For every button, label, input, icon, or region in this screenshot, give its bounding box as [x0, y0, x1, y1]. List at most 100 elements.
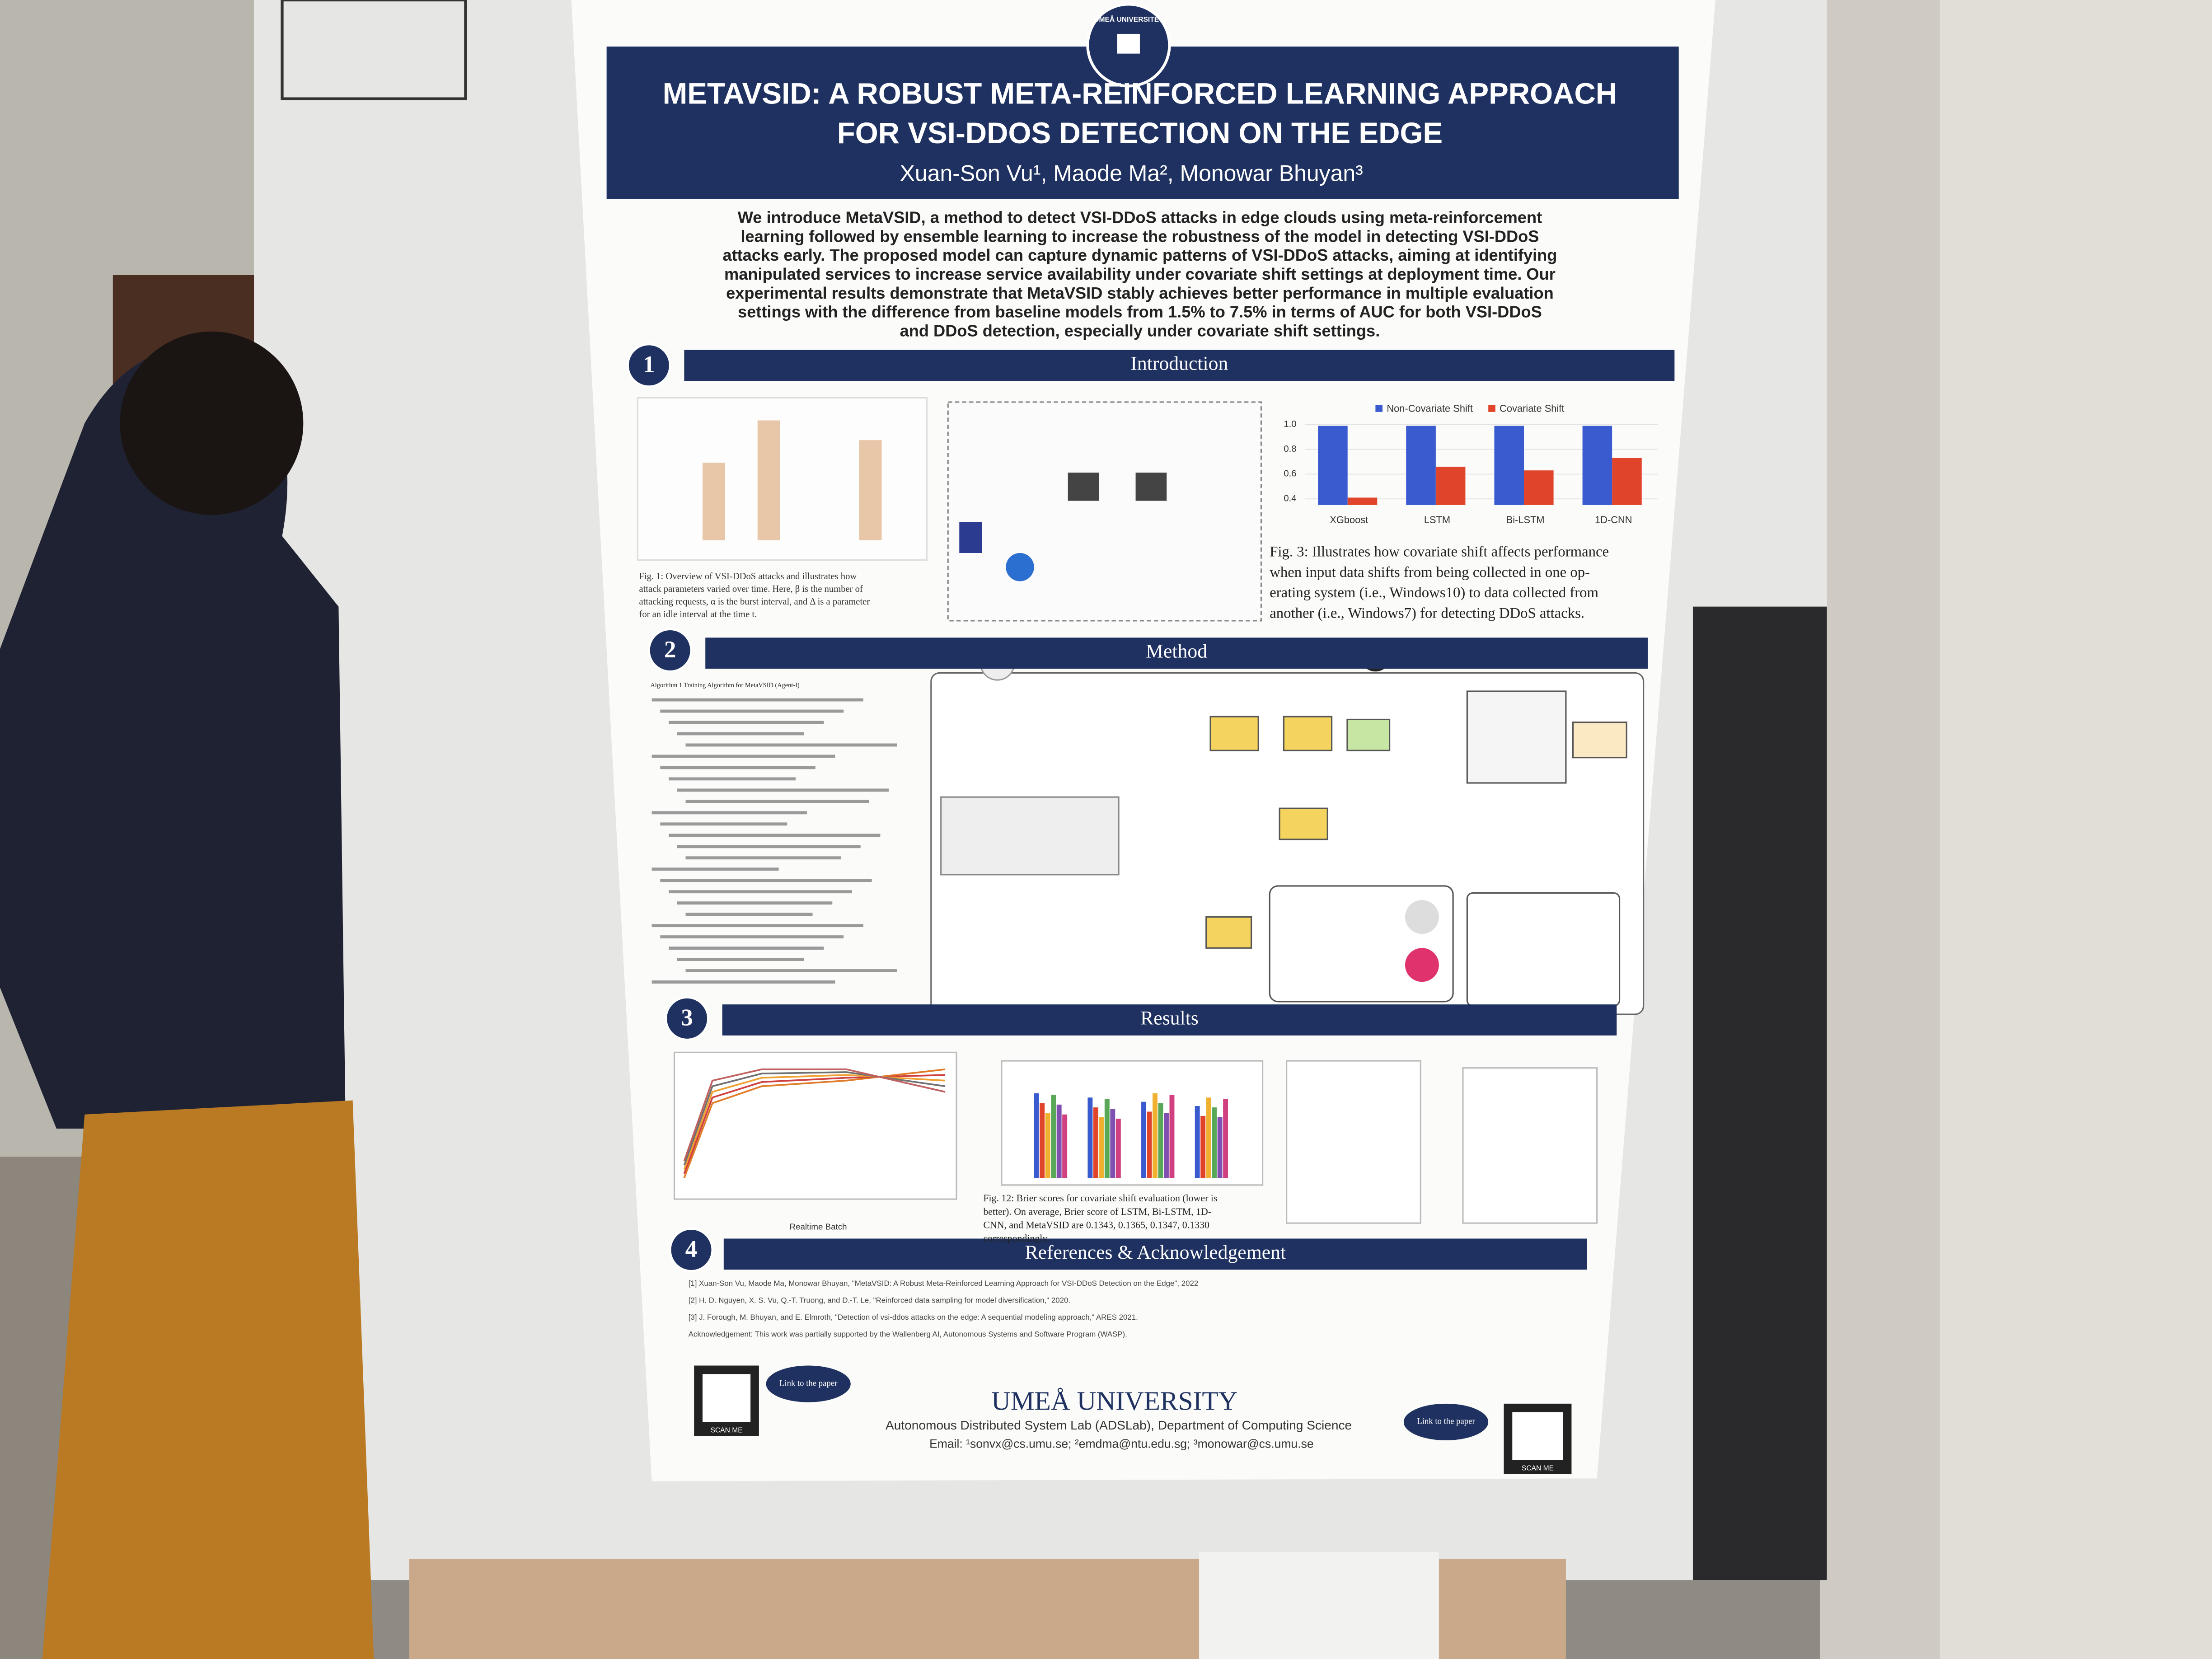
brier-bar	[1034, 1093, 1039, 1178]
diagram-box	[1346, 718, 1391, 751]
scan-me: SCAN ME	[710, 1426, 742, 1434]
x-axis-label: Realtime Batch	[790, 1222, 847, 1231]
section-badge	[669, 1228, 714, 1272]
figure-caption: correspondingly.	[983, 1233, 1049, 1244]
university: UMEÅ UNIVERSITY	[991, 1386, 1237, 1415]
algorithm-line	[651, 980, 835, 984]
brier-bar	[1147, 1111, 1152, 1178]
brier-bar	[1164, 1113, 1169, 1178]
brier-bar	[1056, 1104, 1062, 1178]
link-label: Link to the paper	[1417, 1417, 1475, 1426]
abstract-line: and DDoS detection, especially under cov…	[900, 322, 1380, 340]
bar	[1524, 470, 1554, 505]
algorithm-line	[685, 743, 897, 747]
algorithm-line	[685, 969, 897, 972]
x-tick-label: XGboost	[1330, 514, 1368, 525]
brier-bar	[1206, 1097, 1211, 1178]
section-badge	[647, 628, 693, 673]
algorithm-line	[685, 856, 841, 860]
algorithm-line	[651, 867, 779, 871]
figure-caption: better). On average, Brier score of LSTM…	[983, 1206, 1211, 1217]
brier-bar	[1169, 1095, 1175, 1178]
figure-1-burst	[702, 463, 725, 540]
diagram-box	[1209, 716, 1259, 751]
abstract-line: manipulated services to increase service…	[724, 265, 1556, 283]
algorithm-line	[677, 732, 804, 736]
multi-learners	[1466, 690, 1567, 784]
brier-bar	[1093, 1107, 1098, 1178]
algorithm-line	[651, 698, 863, 702]
board-frame	[1692, 606, 1827, 1580]
algorithm-line	[677, 958, 804, 961]
link-bubble	[766, 1365, 851, 1402]
brier-bar	[1200, 1115, 1206, 1178]
diagram-server	[959, 522, 982, 553]
figure-caption: Fig. 3: Illustrates how covariate shift …	[1270, 544, 1609, 560]
brier-bar	[1040, 1103, 1045, 1178]
section-number: 2	[664, 637, 676, 663]
brier-bar	[1153, 1093, 1158, 1178]
figure-caption: for an idle interval at the time t.	[639, 609, 757, 619]
deployment	[1269, 885, 1454, 1003]
abstract-line: learning followed by ensemble learning t…	[740, 227, 1539, 245]
brier-bar	[1062, 1114, 1068, 1178]
brier-bar	[1104, 1099, 1110, 1178]
algorithm-line	[660, 766, 815, 769]
algorithm-line	[660, 822, 787, 826]
section-bar	[684, 350, 1675, 381]
brier-bar	[1223, 1099, 1228, 1178]
figure-caption: Fig. 1: Overview of VSI-DDoS attacks and…	[639, 572, 857, 581]
realtime-samples	[940, 796, 1120, 876]
paper-bag	[1199, 1551, 1439, 1659]
authors: Xuan-Son Vu¹, Maode Ma², Monowar Bhuyan³	[900, 160, 1363, 186]
bar	[1406, 426, 1436, 505]
email: Email: ¹sonvx@cs.umu.se; ²emdma@ntu.edu.…	[929, 1437, 1314, 1450]
algorithm-title: Algorithm 1 Training Algorithm for MetaV…	[650, 682, 799, 689]
algorithm-line	[677, 845, 861, 848]
bar	[1582, 426, 1612, 505]
scan-me: SCAN ME	[1522, 1465, 1554, 1472]
figure-caption: when input data shifts from being collec…	[1270, 564, 1590, 581]
roc-plot	[673, 1051, 957, 1200]
legend-label: Covariate Shift	[1500, 403, 1564, 414]
policy-update	[1279, 807, 1328, 840]
figure-caption: attacking requests, α is the burst inter…	[639, 597, 870, 607]
reference: [1] Xuan-Son Vu, Maode Ma, Monowar Bhuya…	[689, 1279, 1198, 1288]
brier-bar	[1212, 1107, 1217, 1178]
diagram-router	[1006, 553, 1034, 581]
algorithm-line	[651, 755, 835, 758]
section-number: 4	[685, 1236, 698, 1262]
figure-1	[637, 397, 928, 561]
section-title: Results	[1140, 1008, 1199, 1029]
figure-caption: Fig. 12: Brier scores for covariate shif…	[983, 1193, 1217, 1204]
figure-1-burst	[757, 420, 780, 540]
legitimate-node	[1405, 900, 1439, 934]
brier-bar	[1099, 1117, 1104, 1178]
algorithm-line	[685, 800, 869, 803]
figure-2-diagram	[947, 401, 1262, 622]
y-tick-label: 0.6	[1284, 469, 1296, 479]
person-head	[120, 331, 304, 515]
diagram-node	[1068, 473, 1099, 501]
person-pants	[42, 1100, 374, 1659]
brier-bar	[1141, 1101, 1146, 1178]
reference: [2] H. D. Nguyen, X. S. Vu, Q.-T. Truong…	[689, 1296, 1070, 1304]
abstract-line: We introduce MetaVSID, a method to detec…	[738, 208, 1542, 227]
algorithm-line	[669, 834, 881, 837]
legend-swatch	[1375, 405, 1382, 412]
algorithm-line	[669, 947, 824, 950]
diagram-box	[1205, 916, 1252, 949]
poster-title: FOR VSI-DDOS DETECTION ON THE EDGE	[837, 117, 1443, 150]
qr-code-inner	[702, 1374, 751, 1422]
section-badge	[627, 343, 671, 388]
bar	[1435, 466, 1466, 505]
reference: Acknowledgement: This work was partially…	[689, 1330, 1127, 1338]
roc-curve	[683, 1068, 946, 1162]
figure-caption: CNN, and MetaVSID are 0.1343, 0.1365, 0.…	[983, 1219, 1209, 1230]
algorithm-line	[660, 935, 844, 939]
poster-title: METAVSID: A ROBUST META-REINFORCED LEARN…	[663, 77, 1617, 110]
algorithm-line	[677, 901, 833, 905]
brier-bar	[1045, 1113, 1050, 1178]
